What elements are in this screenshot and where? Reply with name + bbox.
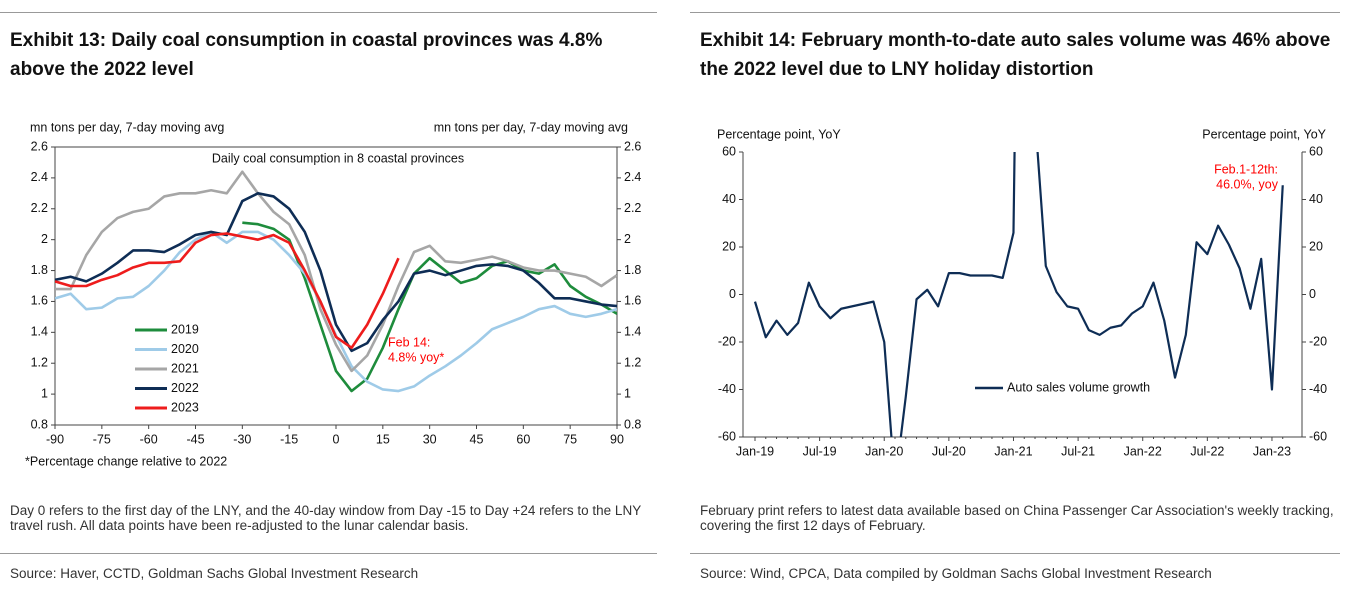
annotation: Feb.1-12th: [1214,162,1278,176]
legend-label: Auto sales volume growth [1007,380,1150,394]
y-tick-label: 2.2 [31,201,48,215]
annotation: Feb 14: [388,335,430,349]
y-tick-label: 1 [41,386,48,400]
y2-axis-label: mn tons per day, 7-day moving avg [434,120,628,134]
y2-tick-label: 0.8 [624,417,641,431]
note: Day 0 refers to the first day of the LNY… [10,503,641,533]
series-line [242,221,617,393]
exhibit-title: Exhibit 14: February month-to-date auto … [700,30,1331,80]
y2-tick-label: 1 [624,386,631,400]
plot-area [753,152,1284,437]
plot-frame [54,146,618,426]
y2-tick-label: 1.4 [624,325,641,339]
footnote: *Percentage change relative to 2022 [25,454,227,468]
x-tick-label: Jul-20 [932,444,966,458]
y2-tick-label: 60 [1309,144,1323,158]
x-tick-label: Jan-21 [994,444,1032,458]
annotation: 46.0%, yoy [1216,177,1279,191]
x-tick-label: -30 [233,432,251,446]
y2-tick-label: -60 [1309,429,1327,443]
source: Source: Wind, CPCA, Data compiled by Gol… [700,566,1212,581]
y-tick-label: 1.8 [31,263,48,277]
y2-tick-label: 2 [624,232,631,246]
y2-axis-label: Percentage point, YoY [1202,127,1326,141]
exhibit-title: Exhibit 13: Daily coal consumption in co… [10,30,603,80]
y-tick-label: 2.4 [31,170,48,184]
x-tick-label: -90 [46,432,64,446]
x-tick-label: Jan-20 [865,444,903,458]
x-tick-label: Jan-22 [1124,444,1162,458]
chart: -60 -40 -20 0 20 40 60 -60 -40 -20 0 20 40 60 Jan-19 Ju… [717,127,1327,458]
y-tick-label: 2.6 [31,139,48,153]
x-tick-label: Jan-23 [1253,444,1291,458]
y-tick-label: 0.8 [31,417,48,431]
y-axis-label: Percentage point, YoY [717,127,841,141]
y-tick-label: 1.4 [31,325,48,339]
y2-tick-label: 20 [1309,239,1323,253]
chart-subtitle: Daily coal consumption in 8 coastal prov… [212,151,464,165]
y-axis-label: mn tons per day, 7-day moving avg [30,120,224,134]
x-tick-label: -60 [140,432,158,446]
y-tick-label: 1.2 [31,356,48,370]
source: Source: Haver, CCTD, Goldman Sachs Globa… [10,566,419,581]
rule [0,553,657,554]
plot-area [55,170,617,393]
x-tick-label: 45 [470,432,484,446]
annotation: 4.8% yoy* [388,350,444,364]
y-tick-label: -40 [718,382,736,396]
series-line [55,232,400,350]
x-tick-label: -15 [280,432,298,446]
y2-tick-label: 0 [1309,287,1316,301]
legend-label: 2019 [171,322,199,336]
x-tick-label: Jul-22 [1190,444,1224,458]
y2-tick-label: 2.6 [624,139,641,153]
x-tick-label: 75 [563,432,577,446]
x-tick-label: 60 [516,432,530,446]
y-tick-label: 60 [722,144,736,158]
legend-label: 2021 [171,361,199,375]
x-tick-label: Jul-21 [1061,444,1095,458]
series-line [55,192,617,353]
y2-tick-label: 40 [1309,192,1323,206]
rule [690,553,1340,554]
series-line [753,152,1284,437]
note: February print refers to latest data ava… [700,503,1334,533]
y-tick-label: 1.6 [31,294,48,308]
y2-tick-label: -40 [1309,382,1327,396]
y-tick-label: 40 [722,192,736,206]
x-tick-label: 30 [423,432,437,446]
x-tick-label: Jul-19 [803,444,837,458]
y-tick-label: 2 [41,232,48,246]
y-tick-label: -60 [718,429,736,443]
x-tick-label: -45 [186,432,204,446]
legend-label: 2020 [171,342,199,356]
legend-label: 2022 [171,381,199,395]
y2-tick-label: 2.4 [624,170,641,184]
x-tick-label: 0 [333,432,340,446]
series-line [55,170,617,373]
x-tick-label: -75 [93,432,111,446]
legend-label: 2023 [171,400,199,414]
y2-tick-label: -20 [1309,334,1327,348]
y2-tick-label: 2.2 [624,201,641,215]
rule [0,12,657,13]
x-tick-label: 15 [376,432,390,446]
y2-tick-label: 1.6 [624,294,641,308]
x-tick-label: Jan-19 [736,444,774,458]
y-tick-label: 20 [722,239,736,253]
y2-tick-label: 1.2 [624,356,641,370]
chart: 0.8 1 1.2 1.4 1.6 1.8 2 2.2 2.4 2.6 0.8 1 1.2 1.4 1.6 1… [25,120,641,468]
y-tick-label: 0 [729,287,736,301]
x-tick-label: 90 [610,432,624,446]
rule [690,12,1340,13]
y2-tick-label: 1.8 [624,263,641,277]
y-tick-label: -20 [718,334,736,348]
